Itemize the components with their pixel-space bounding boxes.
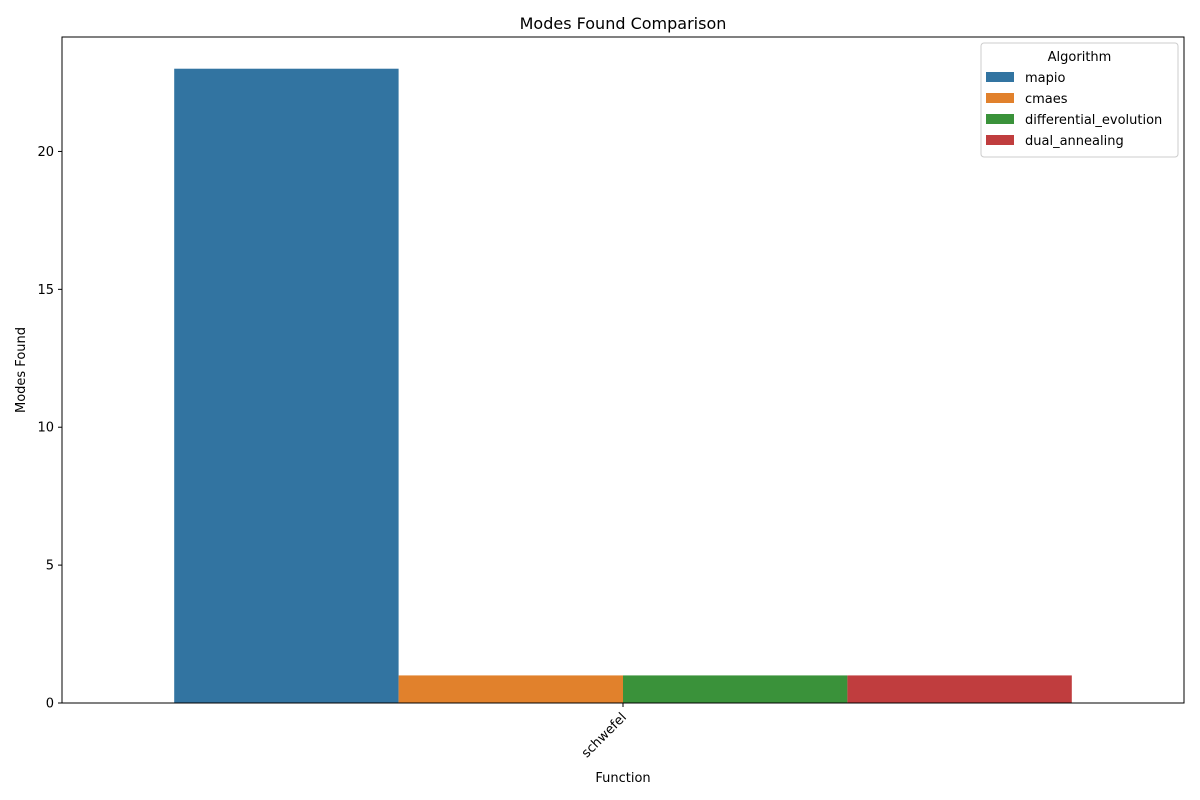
y-tick-label: 20 <box>37 145 54 160</box>
y-tick-label: 10 <box>37 421 54 436</box>
plot-frame <box>61 36 1185 704</box>
y-axis: 0 5 10 15 20 <box>37 145 62 712</box>
legend-swatch-dual-annealing <box>986 135 1014 145</box>
legend-swatch-differential-evolution <box>986 114 1014 124</box>
legend-label-differential-evolution: differential_evolution <box>1025 113 1162 128</box>
bar-differential-evolution-schwefel <box>623 675 848 703</box>
x-tick-label: schwefel <box>579 710 630 761</box>
legend-box <box>980 42 1179 158</box>
y-tick-label: 5 <box>46 559 54 574</box>
bar-cmaes-schwefel <box>398 675 623 703</box>
chart-title: Modes Found Comparison <box>520 14 727 33</box>
legend: Algorithm mapio cmaes differential_evolutio… <box>980 42 1179 158</box>
legend-swatch-cmaes <box>986 93 1014 103</box>
y-tick-label: 15 <box>37 283 54 298</box>
y-axis-label: Modes Found <box>14 327 29 413</box>
y-tick-label: 0 <box>46 697 54 712</box>
legend-label-dual-annealing: dual_annealing <box>1025 134 1124 149</box>
bar-mapio-schwefel <box>174 68 399 703</box>
legend-swatch-mapio <box>986 72 1014 82</box>
x-axis-label: Function <box>595 771 650 786</box>
legend-label-mapio: mapio <box>1025 71 1065 86</box>
legend-label-cmaes: cmaes <box>1025 92 1068 107</box>
bar-dual-annealing-schwefel <box>847 675 1072 703</box>
legend-title: Algorithm <box>1048 50 1112 65</box>
bars-layer <box>174 68 1072 703</box>
x-axis: schwefel <box>579 703 630 761</box>
